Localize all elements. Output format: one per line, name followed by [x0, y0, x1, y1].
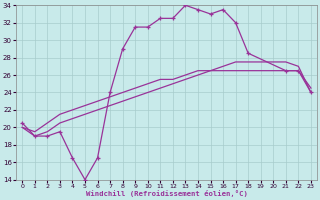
X-axis label: Windchill (Refroidissement éolien,°C): Windchill (Refroidissement éolien,°C): [86, 190, 248, 197]
